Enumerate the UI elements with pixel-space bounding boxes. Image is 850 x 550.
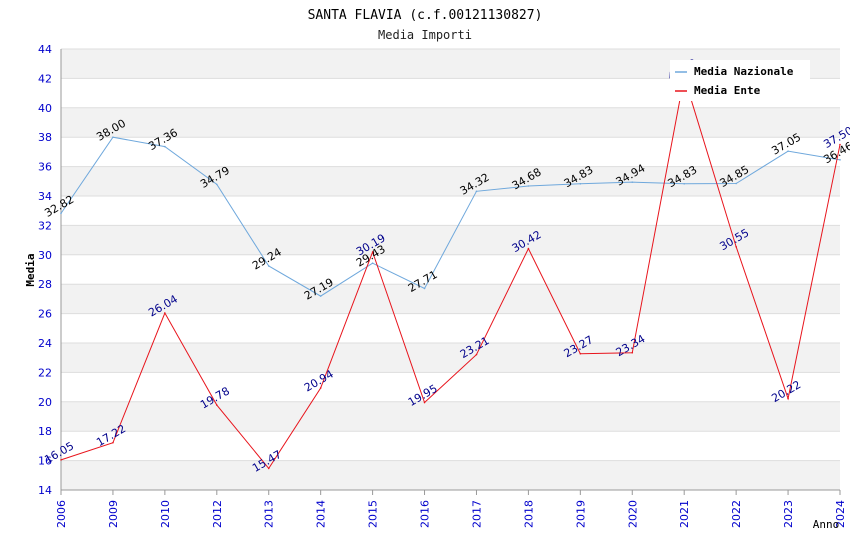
data-point [267,467,270,470]
plot-band [61,254,840,285]
chart-title: SANTA FLAVIA (c.f.00121130827) [308,8,543,23]
x-tick-label: 2022 [730,500,743,528]
y-tick-label: 26 [38,308,52,321]
x-tick-label: 2015 [367,500,380,528]
data-point [631,181,634,183]
x-axis-label: Anno [813,518,840,531]
chart-subtitle: Media Importi [378,28,472,42]
plot-band [61,107,840,138]
data-point [475,190,478,193]
y-tick-label: 20 [38,396,52,409]
y-tick-label: 30 [38,249,52,262]
plot-band [61,166,840,196]
data-point [683,182,685,185]
y-tick-label: 14 [38,484,52,497]
y-tick-label: 44 [38,43,52,56]
y-tick-label: 32 [38,219,52,232]
plot-band [61,343,840,373]
data-point [267,265,270,267]
legend-box [670,60,810,101]
y-tick-label: 28 [38,278,52,291]
y-tick-label: 18 [38,425,52,438]
data-point [527,247,530,250]
data-point [839,159,841,161]
plot-band [61,137,840,167]
y-tick-label: 22 [38,366,52,379]
x-tick-label: 2010 [159,500,172,528]
data-point [371,251,374,253]
x-tick-label: 2020 [626,500,639,528]
y-tick-label: 38 [38,131,52,144]
y-tick-label: 42 [38,72,52,85]
data-point [423,287,426,290]
plot-band [61,284,840,314]
plot-band [61,401,840,432]
data-point [735,245,737,248]
x-tick-label: 2012 [211,500,224,528]
x-tick-label: 2023 [782,500,795,528]
data-point [112,136,114,138]
x-tick-label: 2017 [470,500,483,528]
plot-band [61,313,840,343]
plot-band [61,372,840,402]
data-point [787,397,789,400]
data-point [527,185,530,187]
data-point [735,182,737,185]
data-point [319,295,322,297]
plot-band [61,431,840,461]
x-tick-label: 2013 [263,500,276,528]
data-point [319,387,322,389]
data-point [475,353,478,356]
plot-band [61,196,840,226]
series-line-media-nazionale [60,136,841,297]
y-axis-label: Media [24,253,37,286]
data-point [579,352,582,355]
data-point [423,401,426,404]
data-point [60,212,62,215]
x-tick-label: 2021 [678,500,691,528]
x-tick-label: 2024 [834,500,847,528]
data-point [787,150,789,152]
legend-label-nazionale: Media Nazionale [694,65,794,78]
y-tick-label: 16 [38,455,52,468]
data-point [579,182,582,185]
x-tick-label: 2009 [107,500,120,528]
plot-band [61,460,840,490]
legend: Media Nazionale Media Ente [670,60,810,101]
data-point [164,145,166,148]
x-tick-label: 2014 [315,500,328,528]
x-tick-label: 2006 [55,500,68,528]
data-point [164,312,166,314]
legend-label-ente: Media Ente [694,84,761,97]
data-point [60,459,62,461]
data-point [216,404,218,406]
y-tick-label: 24 [38,337,52,350]
x-tick-label: 2016 [419,500,432,528]
data-point [216,183,218,186]
x-tick-label: 2018 [522,500,535,528]
y-tick-label: 34 [38,190,52,203]
data-point [839,143,841,146]
data-point [631,351,634,354]
x-tick-label: 2019 [574,500,587,528]
plot-bands [61,48,840,491]
series-line-media-ente [60,76,841,470]
y-tick-label: 40 [38,102,52,115]
data-point [371,262,374,264]
y-tick-label: 36 [38,161,52,174]
data-point [112,441,114,444]
